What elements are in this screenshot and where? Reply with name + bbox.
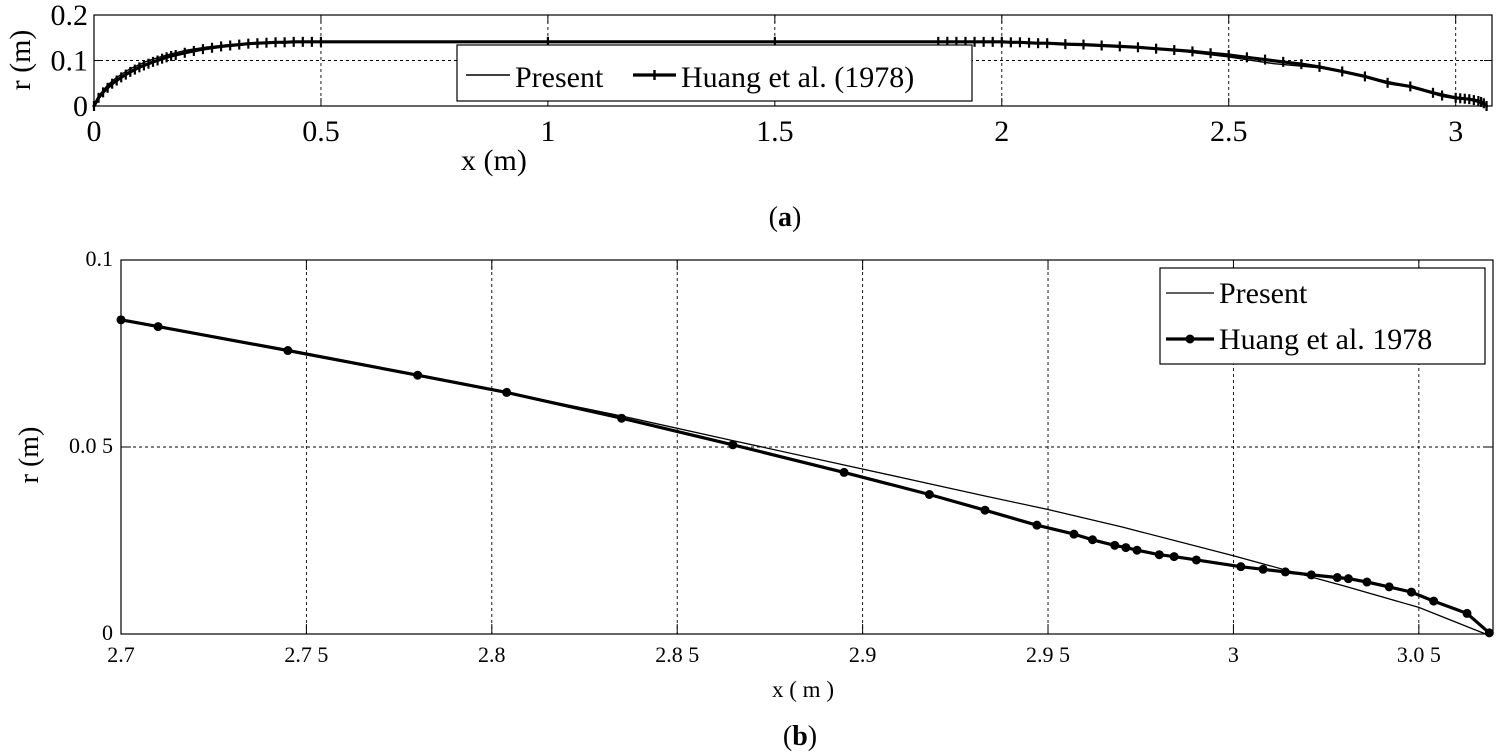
panel-b-caption-text: (b) [783, 721, 817, 752]
panel-a-xtick-label: 3 [1448, 115, 1463, 148]
panel-a-legend: Present Huang et al. (1978) [456, 44, 973, 102]
panel-b-series-present-line [120, 319, 1487, 635]
panel-a-xlabel: x (m) [461, 144, 527, 177]
panel-b-huang-marker [153, 322, 163, 332]
panel-b-huang-marker [1406, 587, 1416, 597]
panel-b-legend-huang-marker [1185, 334, 1195, 344]
panel-b-huang-marker [1343, 574, 1353, 584]
panel-b-huang-marker [728, 440, 738, 450]
panel-b-ytick-label: 0 [102, 620, 113, 645]
panel-b-huang-marker [924, 489, 934, 499]
panel-a: 0 0.5 1 1.5 2 2.5 3 0 0.1 0.2 x (m) r (m) Present… [4, 0, 1493, 233]
panel-a-caption: (a) [769, 202, 802, 233]
panel-b-gridlines [121, 260, 1493, 634]
panel-b-huang-marker [1362, 577, 1372, 587]
panel-a-ylabel: r (m) [4, 30, 37, 91]
panel-a-xtick-label: 1.5 [756, 115, 794, 148]
panel-b-xtick-label: 2.8 [478, 642, 506, 667]
panel-a-xtick-label: 1 [540, 115, 555, 148]
panel-b-huang-marker [1429, 596, 1439, 606]
panel-b-xtick-label: 3 [1228, 642, 1239, 667]
panel-a-ticks: 0 0.5 1 1.5 2 2.5 3 0 0.1 0.2 [51, 0, 1492, 148]
panel-b-series-huang-line [119, 318, 1491, 635]
panel-b: 2.7 2.7 5 2.8 2.8 5 2.9 2.9 5 3 3.0 500.0 50.1 … [14, 246, 1494, 752]
panel-b-huang-marker [1154, 550, 1164, 560]
panel-b-huang-marker [1132, 545, 1142, 555]
panel-b-huang-marker [1088, 535, 1098, 545]
panel-b-ylabel: r (m) [14, 427, 45, 484]
panel-b-xlabel: x ( m ) [772, 677, 834, 702]
panel-b-huang-marker [617, 413, 627, 423]
panel-b-huang-marker [839, 467, 849, 477]
panel-b-caption-letter: b [792, 721, 808, 752]
panel-b-ytick-label: 0.1 [86, 246, 114, 271]
panel-a-xtick-label: 2.5 [1210, 115, 1248, 148]
panel-b-huang-marker [413, 370, 423, 380]
panel-a-caption-text: (a) [769, 202, 802, 233]
panel-b-series [116, 315, 1494, 638]
panel-b-legend-box [1159, 267, 1486, 365]
panel-b-xtick-label: 2.7 [107, 642, 135, 667]
panel-b-xtick-label: 2.9 5 [1026, 642, 1070, 667]
panel-b-huang-marker [502, 387, 512, 397]
panel-b-xtick-label: 2.8 5 [655, 642, 699, 667]
panel-b-xtick-label: 3.0 5 [1397, 642, 1441, 667]
panel-a-ytick-label: 0.2 [51, 0, 89, 32]
panel-b-huang-marker [1121, 543, 1131, 553]
panel-b-huang-marker [1069, 529, 1079, 539]
panel-b-huang-marker [1110, 540, 1120, 550]
panel-b-huang-marker [1306, 570, 1316, 580]
panel-b-legend: Present Huang et al. 1978 [1159, 267, 1486, 365]
panel-a-caption-letter: a [778, 202, 792, 233]
panel-a-xtick-label: 2 [994, 115, 1009, 148]
panel-b-huang-marker [1332, 573, 1342, 583]
panel-b-legend-huang-label: Huang et al. 1978 [1219, 323, 1432, 356]
panel-a-ytick-label: 0 [73, 90, 88, 123]
panel-a-xtick-label: 0 [87, 115, 102, 148]
panel-b-huang-marker [1384, 582, 1394, 592]
panel-b-caption: (b) [783, 721, 817, 752]
panel-b-ytick-label: 0.0 5 [69, 433, 113, 458]
panel-b-huang-marker [1191, 555, 1201, 565]
panel-b-huang-marker [980, 505, 990, 515]
panel-b-huang-marker [1462, 608, 1472, 618]
panel-b-huang-marker [1236, 562, 1246, 572]
panel-b-ticks: 2.7 2.7 5 2.8 2.8 5 2.9 2.9 5 3 3.0 5 0 0.0 5 0.1 [69, 246, 1493, 667]
panel-b-xtick-label: 2.9 [849, 642, 877, 667]
panel-a-ytick-label: 0.1 [51, 45, 89, 78]
panel-a-xtick-label: 0.5 [302, 115, 340, 148]
panel-a-legend-box [456, 44, 973, 102]
panel-a-legend-present-label: Present [515, 61, 604, 94]
panel-b-legend-present-label: Present [1219, 277, 1308, 310]
panel-b-huang-marker [1258, 564, 1268, 574]
panel-a-legend-huang-label: Huang et al. (1978) [681, 61, 914, 94]
panel-b-huang-marker [1169, 552, 1179, 562]
panel-b-xtick-label: 2.7 5 [284, 642, 328, 667]
panel-b-huang-marker [283, 346, 293, 356]
panel-b-huang-marker [1032, 520, 1042, 530]
panel-b-huang-marker [1484, 628, 1494, 638]
panel-b-huang-marker [1280, 567, 1290, 577]
